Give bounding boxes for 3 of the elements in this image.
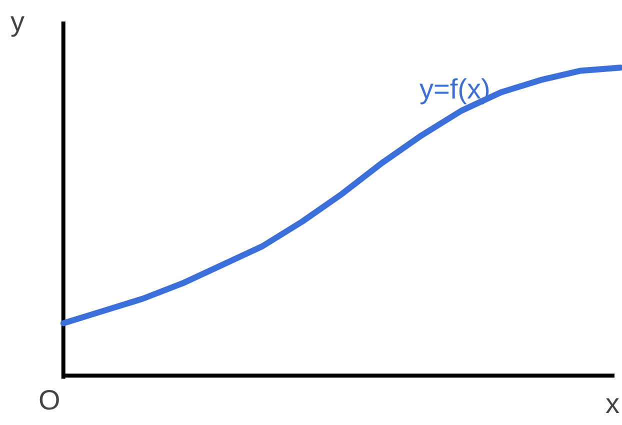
y-axis-title: y (10, 6, 24, 37)
x-axis-title: x (606, 388, 620, 419)
text: O (38, 384, 60, 416)
